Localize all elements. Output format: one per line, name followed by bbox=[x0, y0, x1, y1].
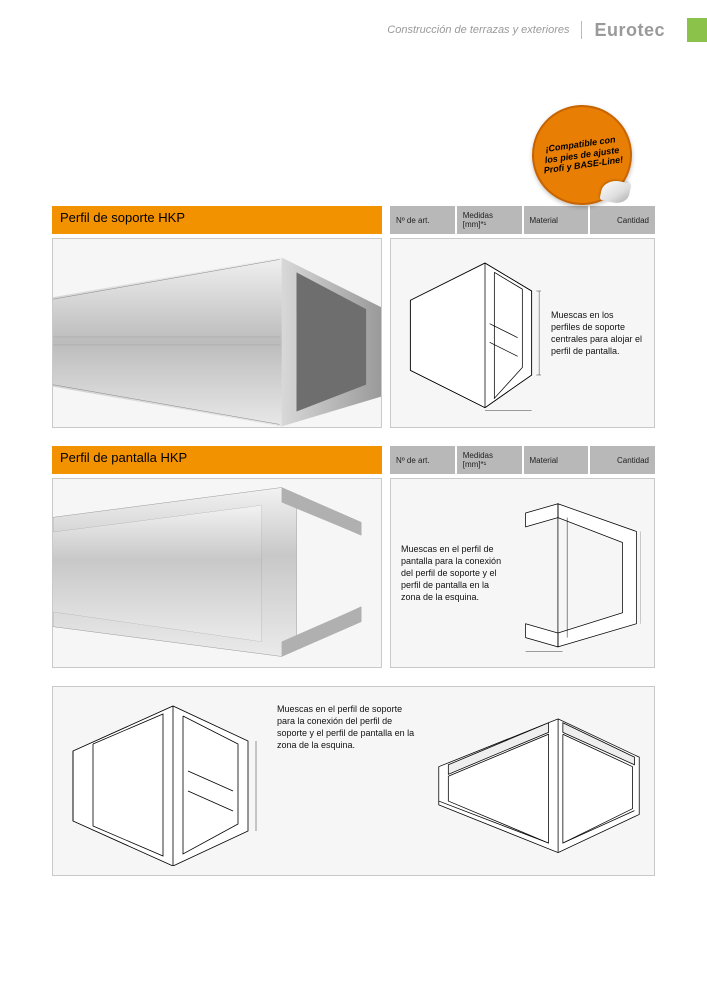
product-photo-soporte bbox=[52, 238, 382, 428]
th-cantidad: Cantidad bbox=[590, 206, 655, 234]
caption-bottom: Muescas en el perfil de soporte para la … bbox=[277, 703, 420, 752]
diagram-soporte: Muescas en los perfiles de soporte centr… bbox=[390, 238, 655, 428]
table-header-row: Nº de art. Medidas [mm]*¹ Material Canti… bbox=[390, 446, 655, 474]
th-material: Material bbox=[524, 446, 589, 474]
diagram-pantalla: Muescas en el perfil de pantalla para la… bbox=[390, 478, 655, 668]
th-art: Nº de art. bbox=[390, 206, 455, 234]
product-photo-pantalla bbox=[52, 478, 382, 668]
section-pantalla: Perfil de pantalla HKP Nº de art. Medida… bbox=[52, 446, 655, 668]
section-title-bar: Perfil de pantalla HKP bbox=[52, 446, 382, 474]
th-medidas: Medidas [mm]*¹ bbox=[457, 446, 522, 474]
header-divider bbox=[581, 21, 582, 39]
th-art: Nº de art. bbox=[390, 446, 455, 474]
th-material: Material bbox=[524, 206, 589, 234]
th-medidas: Medidas [mm]*¹ bbox=[457, 206, 522, 234]
section-title-bar: Perfil de soporte HKP bbox=[52, 206, 382, 234]
compatibility-badge: ¡Compatible con los pies de ajuste Profi… bbox=[527, 100, 637, 210]
bottom-diagram-left bbox=[63, 697, 263, 865]
page-header: Construcción de terrazas y exteriores Eu… bbox=[0, 0, 707, 56]
caption-pantalla: Muescas en el perfil de pantalla para la… bbox=[401, 543, 511, 604]
section-soporte: Perfil de soporte HKP Nº de art. Medidas… bbox=[52, 206, 655, 428]
badge-curl-icon bbox=[599, 178, 631, 205]
bottom-diagram-right bbox=[434, 697, 644, 865]
header-category: Construcción de terrazas y exteriores bbox=[387, 24, 569, 36]
brand-logo: Eurotec bbox=[594, 20, 665, 41]
bottom-combined-panel: Muescas en el perfil de soporte para la … bbox=[52, 686, 655, 876]
caption-soporte: Muescas en los perfiles de soporte centr… bbox=[551, 309, 644, 358]
table-header-row: Nº de art. Medidas [mm]*¹ Material Canti… bbox=[390, 206, 655, 234]
green-tab-icon bbox=[687, 18, 707, 42]
th-cantidad: Cantidad bbox=[590, 446, 655, 474]
badge-text: ¡Compatible con los pies de ajuste Profi… bbox=[532, 132, 632, 177]
